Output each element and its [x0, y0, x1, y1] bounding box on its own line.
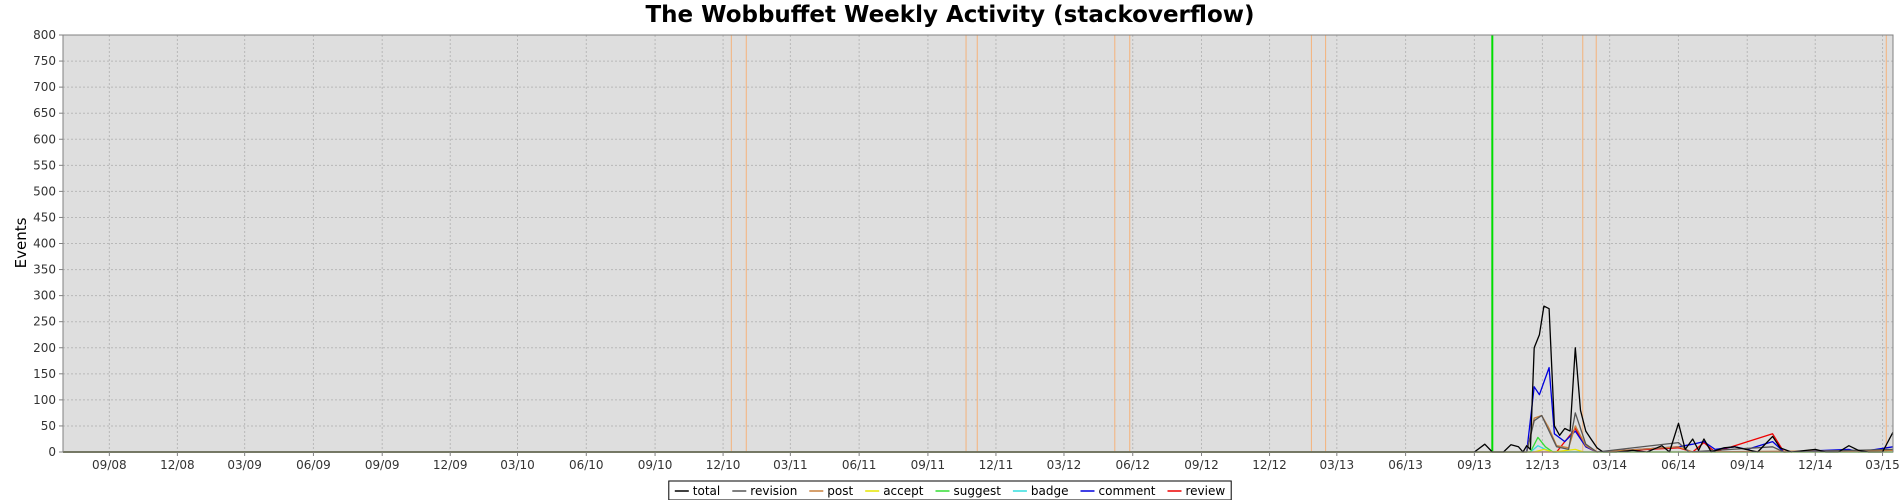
legend-label: comment: [1099, 484, 1156, 498]
legend-item-total: total: [674, 484, 720, 498]
y-tick-label: 250: [33, 315, 56, 329]
legend-item-badge: badge: [1012, 484, 1069, 498]
x-tick-label: 09/10: [638, 458, 673, 472]
x-tick-label: 09/14: [1730, 458, 1765, 472]
y-tick-label: 750: [33, 54, 56, 68]
legend-label: suggest: [954, 484, 1002, 498]
grid-lines: [63, 35, 1893, 452]
legend-label: accept: [883, 484, 924, 498]
y-axis-label: Events: [12, 217, 30, 268]
x-tick-label: 03/11: [773, 458, 808, 472]
x-tick-label: 06/12: [1115, 458, 1150, 472]
legend-label: badge: [1031, 484, 1069, 498]
x-tick-label: 03/12: [1047, 458, 1082, 472]
y-tick-label: 100: [33, 393, 56, 407]
y-tick-label: 150: [33, 367, 56, 381]
x-tick-label: 12/14: [1798, 458, 1833, 472]
x-tick-label: 09/12: [1184, 458, 1219, 472]
x-tick-label: 06/10: [569, 458, 604, 472]
x-tick-label: 03/15: [1865, 458, 1900, 472]
x-tick-label: 03/14: [1592, 458, 1627, 472]
y-tick-label: 50: [41, 419, 56, 433]
x-tick-label: 03/10: [500, 458, 535, 472]
y-tick-label: 200: [33, 341, 56, 355]
x-tick-label: 12/13: [1525, 458, 1560, 472]
x-tick-label: 12/09: [433, 458, 468, 472]
y-axis: 0 50 100 150 200 250 300 350 400 450 500 550 600 650 7…: [33, 28, 63, 459]
x-tick-label: 09/08: [92, 458, 127, 472]
vertical-markers: [730, 35, 1887, 452]
y-tick-label: 550: [33, 158, 56, 172]
y-tick-label: 450: [33, 210, 56, 224]
x-tick-label: 12/11: [979, 458, 1014, 472]
y-tick-label: 400: [33, 237, 56, 251]
legend-item-post: post: [809, 484, 854, 498]
legend-item-suggest: suggest: [935, 484, 1002, 498]
legend-label: review: [1186, 484, 1226, 498]
y-tick-label: 500: [33, 184, 56, 198]
legend-item-revision: revision: [732, 484, 797, 498]
x-tick-label: 03/09: [227, 458, 262, 472]
x-tick-label: 12/12: [1252, 458, 1287, 472]
legend-label: total: [693, 484, 720, 498]
x-tick-label: 09/11: [911, 458, 946, 472]
x-tick-label: 09/13: [1457, 458, 1492, 472]
legend-box: [668, 480, 1232, 500]
y-tick-label: 300: [33, 289, 56, 303]
y-tick-label: 650: [33, 106, 56, 120]
legend-label: revision: [750, 484, 797, 498]
legend: total revision post accept suggest badge comme…: [668, 480, 1232, 500]
x-tick-label: 06/13: [1388, 458, 1423, 472]
legend-label: post: [827, 484, 853, 498]
legend-item-comment: comment: [1080, 484, 1156, 498]
y-tick-label: 700: [33, 80, 56, 94]
x-axis: 09/08 12/08 03/09 06/09 09/09 12/09 03/10 06/10…: [92, 452, 1900, 472]
y-tick-label: 800: [33, 28, 56, 42]
x-tick-label: 06/09: [296, 458, 331, 472]
y-tick-label: 350: [33, 263, 56, 277]
legend-item-review: review: [1167, 484, 1226, 498]
x-tick-label: 06/14: [1661, 458, 1696, 472]
y-tick-label: 600: [33, 132, 56, 146]
series-line-total: [63, 305, 1894, 453]
chart-title: The Wobbuffet Weekly Activity (stackover…: [645, 2, 1254, 28]
legend-item-accept: accept: [865, 484, 924, 498]
x-tick-label: 12/10: [706, 458, 741, 472]
x-tick-label: 03/13: [1320, 458, 1355, 472]
y-tick-label: 0: [48, 445, 56, 459]
x-tick-label: 09/09: [365, 458, 400, 472]
x-tick-label: 12/08: [160, 458, 195, 472]
x-tick-label: 06/11: [842, 458, 877, 472]
plot-area: [63, 35, 1893, 452]
